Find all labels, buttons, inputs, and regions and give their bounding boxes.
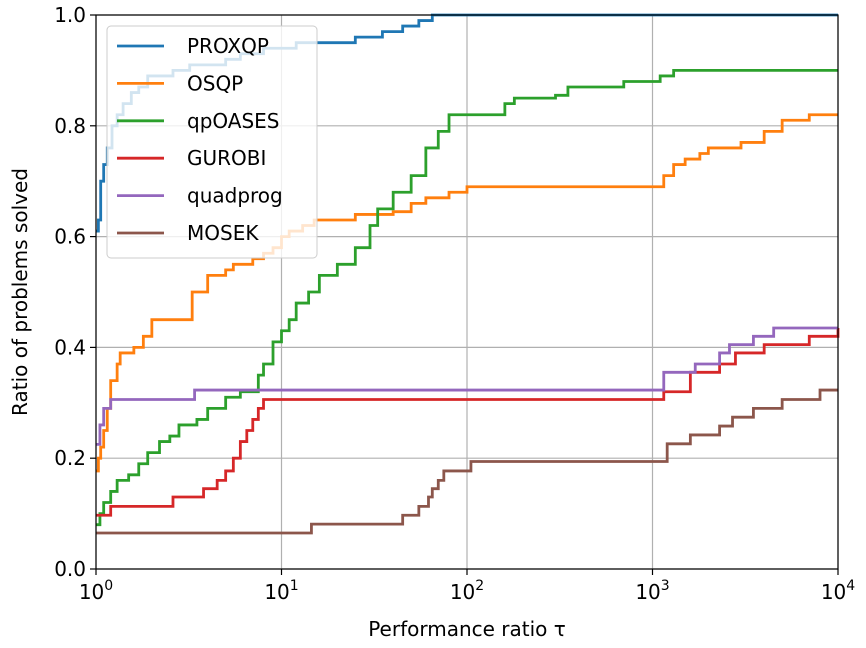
legend: PROXQP OSQP qpOASES GUROBI quadprog MOSEK: [106, 25, 318, 259]
y-tick-label: 0.4: [54, 335, 86, 359]
legend-label-osqp: OSQP: [187, 71, 243, 95]
axis-ticks: 100 101 102 103 104 0.0 0.2 0.4 0.6 0.8 1.0: [54, 3, 855, 604]
y-axis-label: Ratio of problems solved: [8, 168, 32, 416]
y-tick-label: 0.8: [54, 114, 86, 138]
legend-label-mosek: MOSEK: [187, 221, 259, 245]
y-tick-label: 0.6: [54, 225, 86, 249]
x-tick-label: 103: [635, 578, 669, 604]
series-line-quadprog: [96, 326, 838, 446]
x-tick-label: 102: [450, 578, 484, 604]
y-tick-label: 0.2: [54, 446, 86, 470]
series-line-qpoases: [96, 69, 838, 527]
legend-label-qpoases: qpOASES: [187, 109, 280, 133]
y-tick-label: 1.0: [54, 3, 86, 27]
x-axis-label: Performance ratio τ: [368, 617, 566, 641]
x-tick-label: 104: [821, 578, 855, 604]
y-tick-label: 0.0: [54, 557, 86, 581]
legend-label-proxqp: PROXQP: [187, 34, 269, 58]
legend-label-gurobi: GUROBI: [187, 146, 266, 170]
x-tick-label: 100: [79, 578, 113, 604]
x-tick-label: 101: [264, 578, 298, 604]
legend-label-quadprog: quadprog: [187, 184, 283, 208]
series-line-mosek: [96, 388, 838, 535]
series-line-gurobi: [96, 328, 840, 517]
